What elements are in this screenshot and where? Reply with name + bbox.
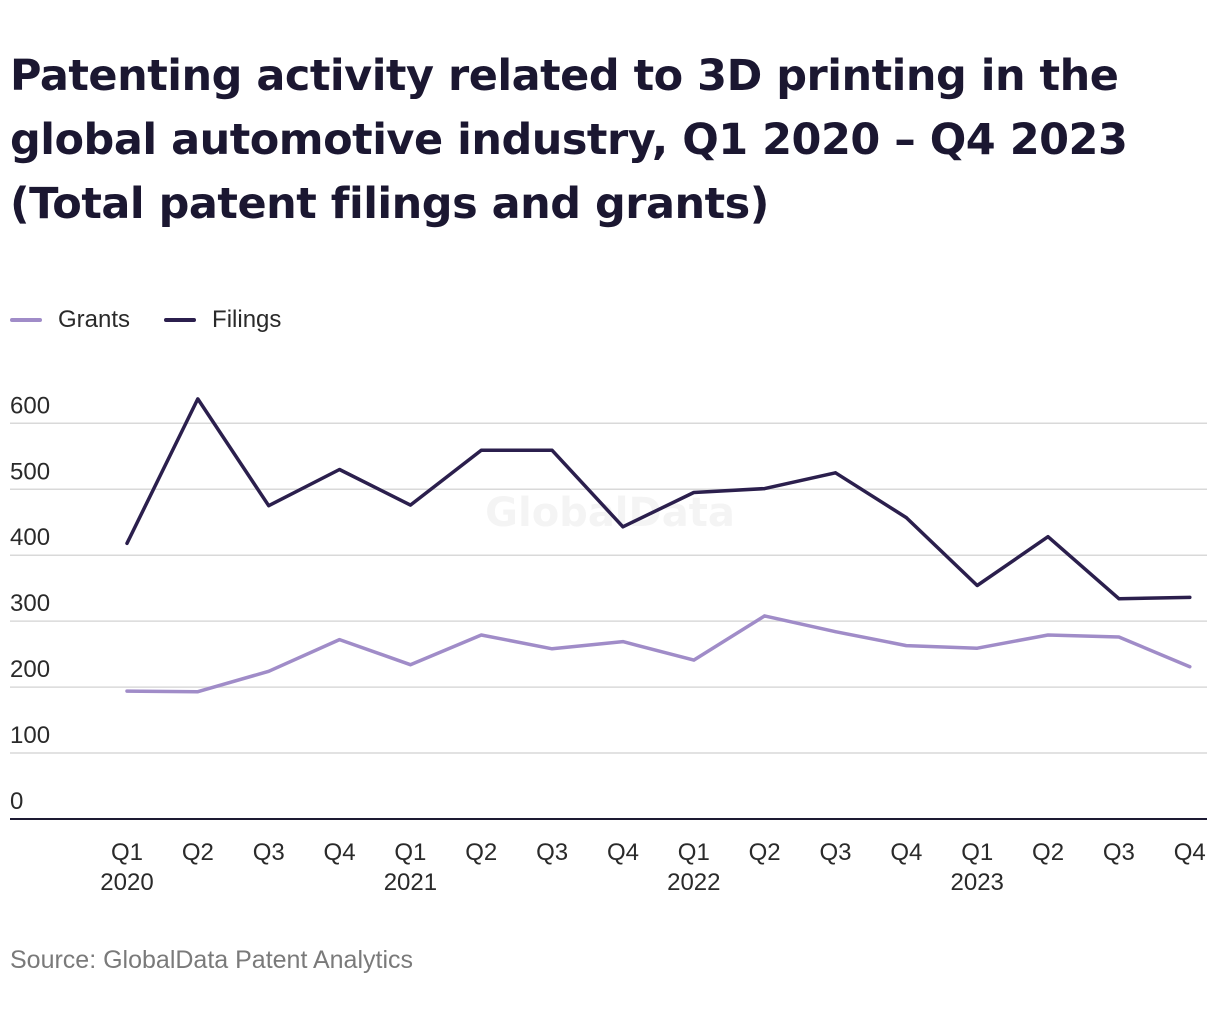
data-point-filings	[196, 397, 200, 401]
x-tick-year-label: 2020	[100, 869, 153, 896]
x-tick-label: Q2	[1032, 839, 1064, 866]
x-tick-label: Q1	[394, 839, 426, 866]
data-point-grants	[1046, 633, 1050, 637]
data-point-grants	[763, 614, 767, 618]
legend-label-filings: Filings	[212, 306, 282, 333]
x-tick-label: Q3	[819, 839, 851, 866]
x-tick-label: Q3	[253, 839, 285, 866]
data-point-grants	[550, 647, 554, 651]
chart-title: Patenting activity related to 3D printin…	[10, 51, 1128, 229]
data-point-grants	[621, 640, 625, 644]
x-tick-label: Q4	[607, 839, 639, 866]
y-axis-ticks: 0 100 200 300 400 500 600	[10, 392, 50, 815]
legend-item-grants: Grants	[10, 306, 130, 334]
data-point-grants	[692, 658, 696, 662]
x-tick-year-label: 2023	[951, 869, 1004, 896]
data-point-grants	[196, 690, 200, 694]
y-tick-label: 600	[10, 392, 50, 419]
data-point-filings	[904, 516, 908, 520]
data-point-filings	[408, 503, 412, 507]
legend: Grants Filings	[10, 306, 315, 334]
x-tick-year-label: 2021	[384, 869, 437, 896]
data-point-grants	[338, 638, 342, 642]
y-tick-label: 200	[10, 656, 50, 683]
gridlines	[10, 422, 1207, 754]
data-point-filings	[1117, 597, 1121, 601]
data-point-filings	[550, 448, 554, 452]
x-tick-label: Q2	[182, 839, 214, 866]
y-tick-label: 400	[10, 524, 50, 551]
y-tick-label: 100	[10, 722, 50, 749]
x-tick-year-label: 2022	[667, 869, 720, 896]
y-tick-label: 0	[10, 788, 23, 815]
x-tick-label: Q1	[111, 839, 143, 866]
data-point-grants	[125, 689, 129, 693]
data-point-grants	[408, 663, 412, 667]
series-line-grants	[125, 614, 1192, 694]
x-tick-label: Q1	[961, 839, 993, 866]
x-tick-label: Q2	[749, 839, 781, 866]
source-note: Source: GlobalData Patent Analytics	[10, 946, 414, 974]
data-point-filings	[338, 467, 342, 471]
data-point-filings	[975, 584, 979, 588]
data-point-filings	[763, 487, 767, 491]
series-lines	[125, 397, 1192, 694]
y-tick-label: 300	[10, 590, 50, 617]
data-point-grants	[904, 644, 908, 648]
data-point-grants	[267, 669, 271, 673]
data-point-filings	[267, 504, 271, 508]
data-point-filings	[692, 491, 696, 495]
data-point-filings	[1046, 535, 1050, 539]
x-tick-label: Q1	[678, 839, 710, 866]
data-point-grants	[834, 630, 837, 634]
data-point-grants	[1188, 665, 1192, 669]
legend-item-filings: Filings	[164, 306, 281, 334]
x-tick-label: Q4	[1174, 839, 1206, 866]
x-axis-ticks: Q1 2020 Q2 Q3 Q4 Q1 2021 Q2 Q3 Q4 Q1 2022 Q2 Q3 Q4 Q1 20…	[100, 839, 1205, 896]
x-tick-label: Q2	[465, 839, 497, 866]
legend-label-grants: Grants	[58, 306, 131, 333]
x-tick-label: Q4	[890, 839, 922, 866]
data-point-grants	[975, 646, 979, 650]
data-point-filings	[479, 448, 483, 452]
legend-swatch-filings	[164, 318, 197, 322]
x-tick-label: Q4	[324, 839, 356, 866]
series-line-filings	[125, 397, 1192, 601]
data-point-filings	[1188, 595, 1192, 599]
data-point-filings	[125, 541, 129, 545]
data-point-filings	[621, 525, 625, 529]
x-tick-label: Q3	[536, 839, 568, 866]
y-tick-label: 500	[10, 458, 50, 485]
data-point-filings	[834, 471, 837, 475]
data-point-grants	[1117, 635, 1121, 639]
legend-swatch-grants	[10, 318, 42, 322]
data-point-grants	[479, 633, 483, 637]
x-tick-label: Q3	[1103, 839, 1135, 866]
